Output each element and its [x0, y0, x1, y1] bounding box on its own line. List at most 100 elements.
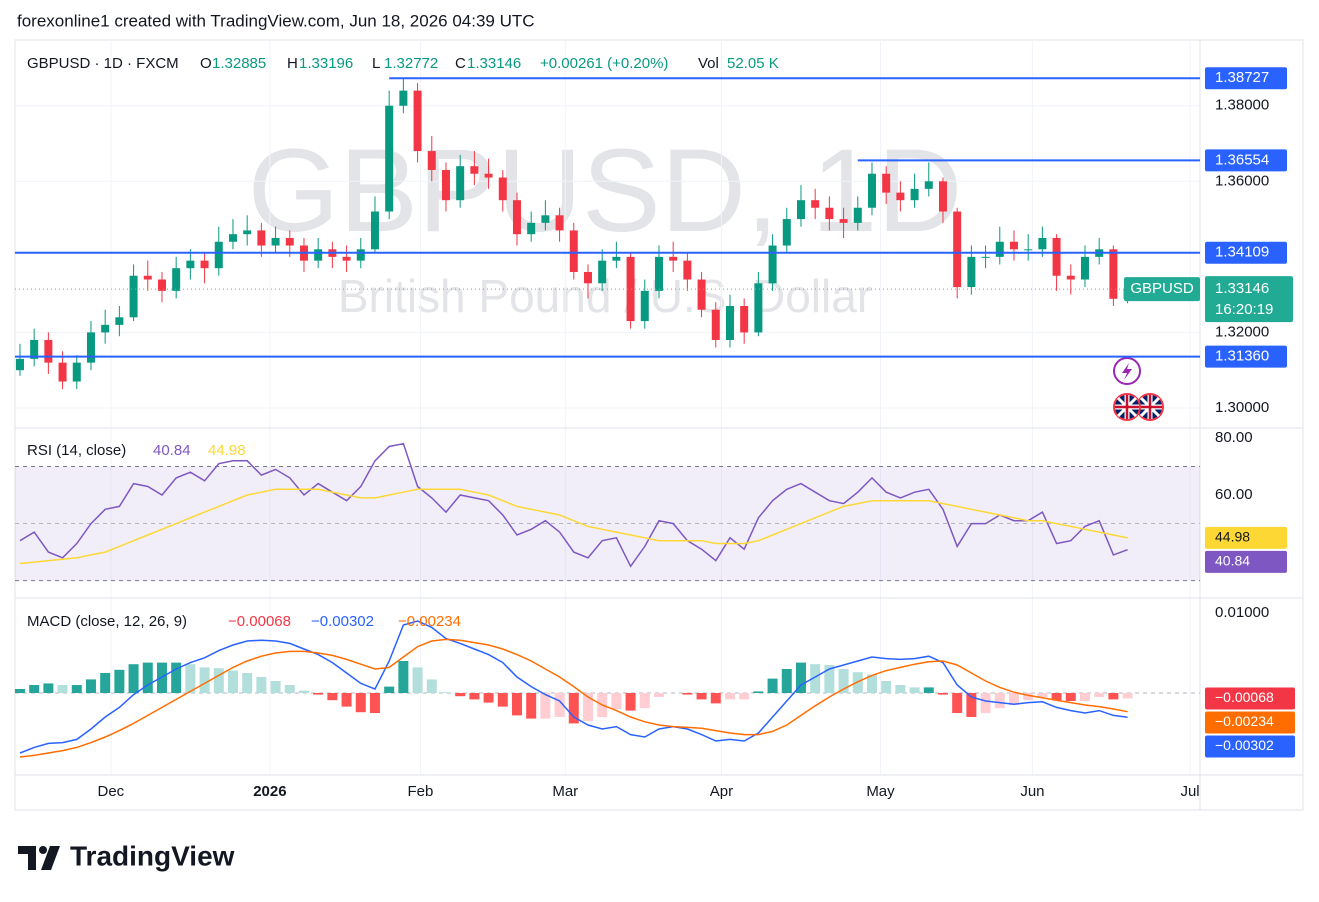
price-badge: [1205, 526, 1287, 549]
histogram-bar: [29, 685, 40, 693]
histogram-bar: [355, 693, 366, 713]
legend-value: 1.32772: [384, 55, 438, 72]
histogram-bar: [114, 669, 125, 693]
histogram-bar: [1023, 693, 1034, 701]
candle-body: [768, 245, 777, 284]
histogram-bar: [313, 693, 324, 695]
legend-key: C: [455, 55, 466, 72]
candle-body: [512, 200, 521, 235]
histogram-bar: [909, 687, 920, 693]
histogram-bar: [795, 662, 806, 693]
y-tick-label: 1.30000: [1215, 399, 1269, 416]
histogram-bar: [540, 693, 551, 719]
symbol-label: GBPUSD: [1130, 280, 1194, 297]
macd-value-badge: −0.00234: [1215, 713, 1274, 729]
candle-body: [867, 173, 876, 208]
candle-body: [612, 256, 621, 261]
candle-body: [527, 222, 536, 235]
level-badge: [1205, 241, 1287, 264]
x-tick-label: Dec: [98, 783, 125, 800]
watermark: GBPUSD, 1D: [248, 125, 963, 257]
candle-body: [441, 169, 450, 201]
flag-icon[interactable]: [1113, 393, 1141, 421]
candle-body: [640, 290, 649, 322]
histogram-bar: [753, 691, 764, 693]
candle-body: [697, 279, 706, 310]
histogram-bar: [611, 693, 622, 709]
candle-body: [669, 256, 678, 261]
histogram-bar: [142, 662, 153, 693]
flag-icon[interactable]: [1136, 393, 1164, 421]
histogram-bar: [497, 693, 508, 707]
level-badge: [1205, 345, 1287, 368]
rsi-value-badge: 40.84: [1215, 553, 1250, 569]
y-tick-label: 1.38000: [1215, 97, 1269, 114]
candle-body: [413, 90, 422, 152]
histogram-bar: [1051, 693, 1062, 701]
histogram-bar: [810, 664, 821, 693]
indicator-title: RSI (14, close): [27, 442, 126, 459]
macd-line: [19, 638, 1128, 758]
candle-body: [470, 166, 479, 174]
candle-body: [370, 211, 379, 250]
watermark-layer: GBPUSD, 1D British Pound / U.S. Dollar: [15, 40, 1200, 775]
legend-change: +0.00261 (+0.20%): [540, 55, 668, 72]
candle-body: [385, 105, 394, 212]
x-tick-label: May: [866, 783, 895, 800]
histogram-bar: [866, 674, 877, 693]
histogram-bar: [440, 692, 451, 693]
price-badge: [1205, 711, 1295, 734]
candle-body: [853, 207, 862, 223]
candle-body: [839, 219, 848, 223]
candle-body: [654, 256, 663, 291]
candle-body: [924, 181, 933, 189]
candle-body: [498, 177, 507, 201]
last-price-label: 1.33146: [1215, 280, 1269, 297]
candle-body: [72, 362, 81, 382]
histogram-bar: [937, 693, 948, 695]
x-tick-label: Jul: [1180, 783, 1199, 800]
candle-body: [896, 192, 905, 201]
histogram-bar: [199, 667, 210, 693]
histogram-bar: [85, 679, 96, 693]
histogram-bar: [1079, 693, 1090, 701]
legend-key: L: [372, 55, 380, 72]
histogram-bar: [298, 690, 309, 693]
y-tick-label: 1.36000: [1215, 172, 1269, 189]
candle-body: [342, 256, 351, 261]
rsi-line: [19, 442, 1128, 568]
candle-body: [228, 234, 237, 242]
histogram-bar: [724, 693, 735, 700]
histogram-bar: [256, 677, 267, 693]
candle-body: [399, 90, 408, 106]
candle-body: [953, 211, 962, 288]
candle-body: [157, 279, 166, 291]
x-tick-label: 2026: [253, 783, 286, 800]
candle-body: [583, 271, 592, 284]
histogram-bar: [185, 664, 196, 693]
candle-body: [782, 219, 791, 246]
candle-body: [711, 309, 720, 340]
histogram-bar: [426, 679, 437, 693]
candle-body: [1052, 237, 1061, 276]
histogram-bar: [412, 667, 423, 693]
histogram-bar: [838, 669, 849, 693]
candle-body: [882, 173, 891, 193]
frame: [14, 39, 1304, 811]
histogram-bar: [1122, 693, 1133, 699]
histogram-bar: [568, 693, 579, 724]
histogram-bar: [781, 669, 792, 693]
macd-line: [19, 620, 1128, 754]
candle-body: [427, 151, 436, 170]
histogram-bar: [966, 693, 977, 717]
symbol-badge: [1124, 277, 1200, 302]
histogram-bar: [270, 681, 281, 693]
countdown-label: 16:20:19: [1215, 301, 1273, 318]
macd-value-badge: −0.00302: [1215, 737, 1274, 753]
histogram-bar: [1108, 693, 1119, 700]
candle-body: [740, 305, 749, 333]
candle-body: [285, 237, 294, 246]
candle-body: [1038, 237, 1047, 250]
legend-value: 44.98: [208, 442, 246, 459]
